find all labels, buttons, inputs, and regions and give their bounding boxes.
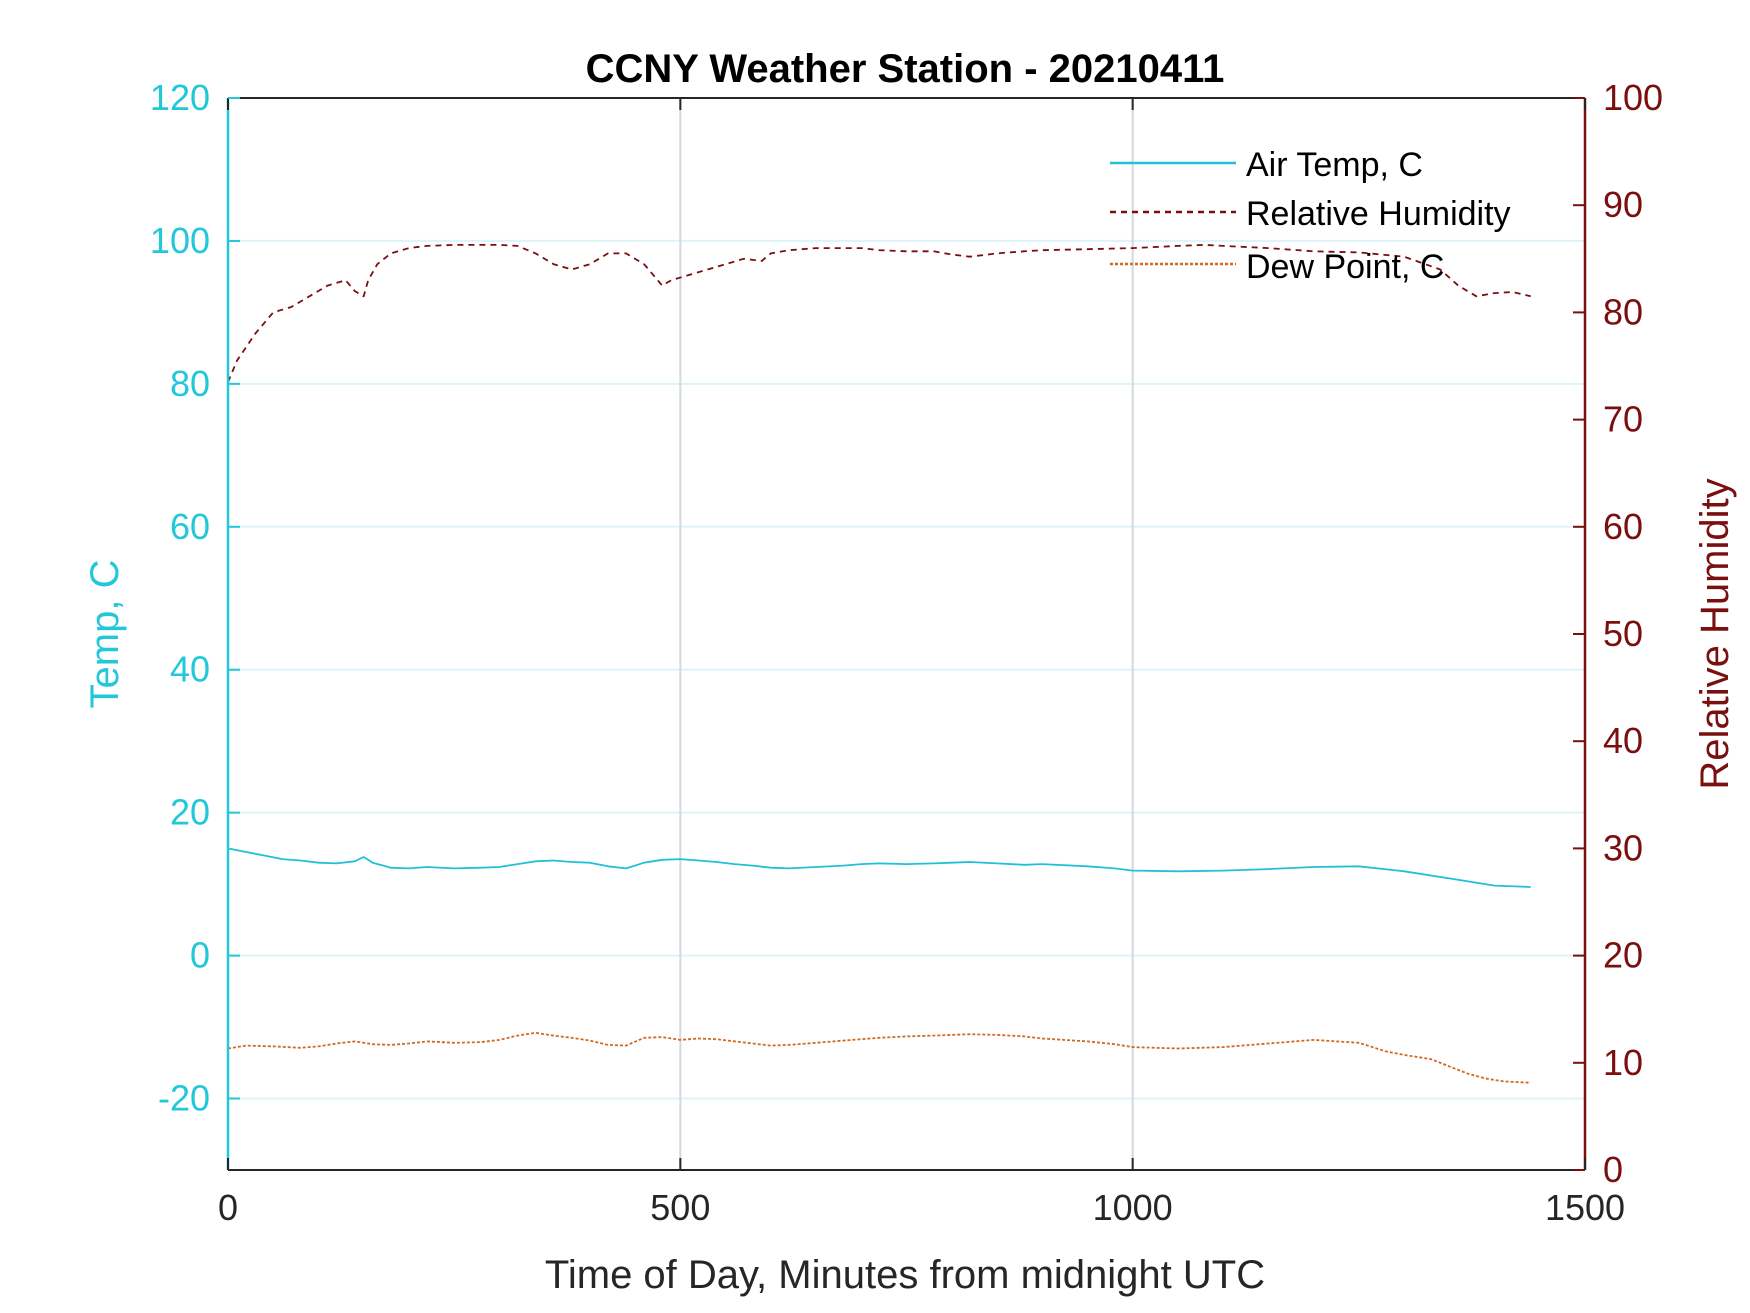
- series-layer: [227, 243, 1531, 1084]
- y-right-tick-label: 100: [1603, 77, 1663, 118]
- x-tick-label: 1000: [1093, 1187, 1173, 1228]
- y-axis-right-label: Relative Humidity: [1693, 478, 1737, 789]
- series-line-relative-humidity: [227, 243, 1531, 383]
- y-right-tick-label: 40: [1603, 720, 1643, 761]
- series-line-dew-point: [227, 1031, 1531, 1084]
- y-left-tick-label: 120: [150, 77, 210, 118]
- y-right-tick-label: 90: [1603, 184, 1643, 225]
- y-left-tick-label: 0: [190, 935, 210, 976]
- y-left-tick-label: -20: [158, 1078, 210, 1119]
- y-left-tick-label: 40: [170, 649, 210, 690]
- y-axis-left-label: Temp, C: [83, 560, 127, 709]
- y-right-tick-label: 0: [1603, 1149, 1623, 1190]
- legend-label-dew-point: Dew Point, C: [1246, 248, 1444, 286]
- y-left-tick-label: 80: [170, 363, 210, 404]
- chart-title: CCNY Weather Station - 20210411: [586, 47, 1225, 91]
- y-right-tick-label: 10: [1603, 1042, 1643, 1083]
- y-left-tick-label: 60: [170, 506, 210, 547]
- series-line-air-temp: [227, 847, 1531, 888]
- y-right-tick-label: 50: [1603, 613, 1643, 654]
- ticks-layer: 0 500 1000 1500 -20 0 20 40 60 80 100 120 0 10 20 30 40 5…: [150, 77, 1663, 1228]
- legend-label-relative-humidity: Relative Humidity: [1246, 195, 1511, 233]
- y-right-tick-label: 20: [1603, 935, 1643, 976]
- y-right-tick-label: 60: [1603, 506, 1643, 547]
- y-left-tick-label: 20: [170, 792, 210, 833]
- legend-label-air-temp: Air Temp, C: [1246, 146, 1423, 184]
- y-right-tick-label: 30: [1603, 827, 1643, 868]
- y-right-tick-label: 70: [1603, 399, 1643, 440]
- x-axis-label: Time of Day, Minutes from midnight UTC: [545, 1253, 1265, 1297]
- x-tick-label: 1500: [1545, 1187, 1625, 1228]
- x-tick-label: 0: [218, 1187, 238, 1228]
- y-right-tick-label: 80: [1603, 291, 1643, 332]
- x-tick-label: 500: [650, 1187, 710, 1228]
- legend: Air Temp, C Relative Humidity Dew Point,…: [1110, 146, 1511, 286]
- y-left-tick-label: 100: [150, 220, 210, 261]
